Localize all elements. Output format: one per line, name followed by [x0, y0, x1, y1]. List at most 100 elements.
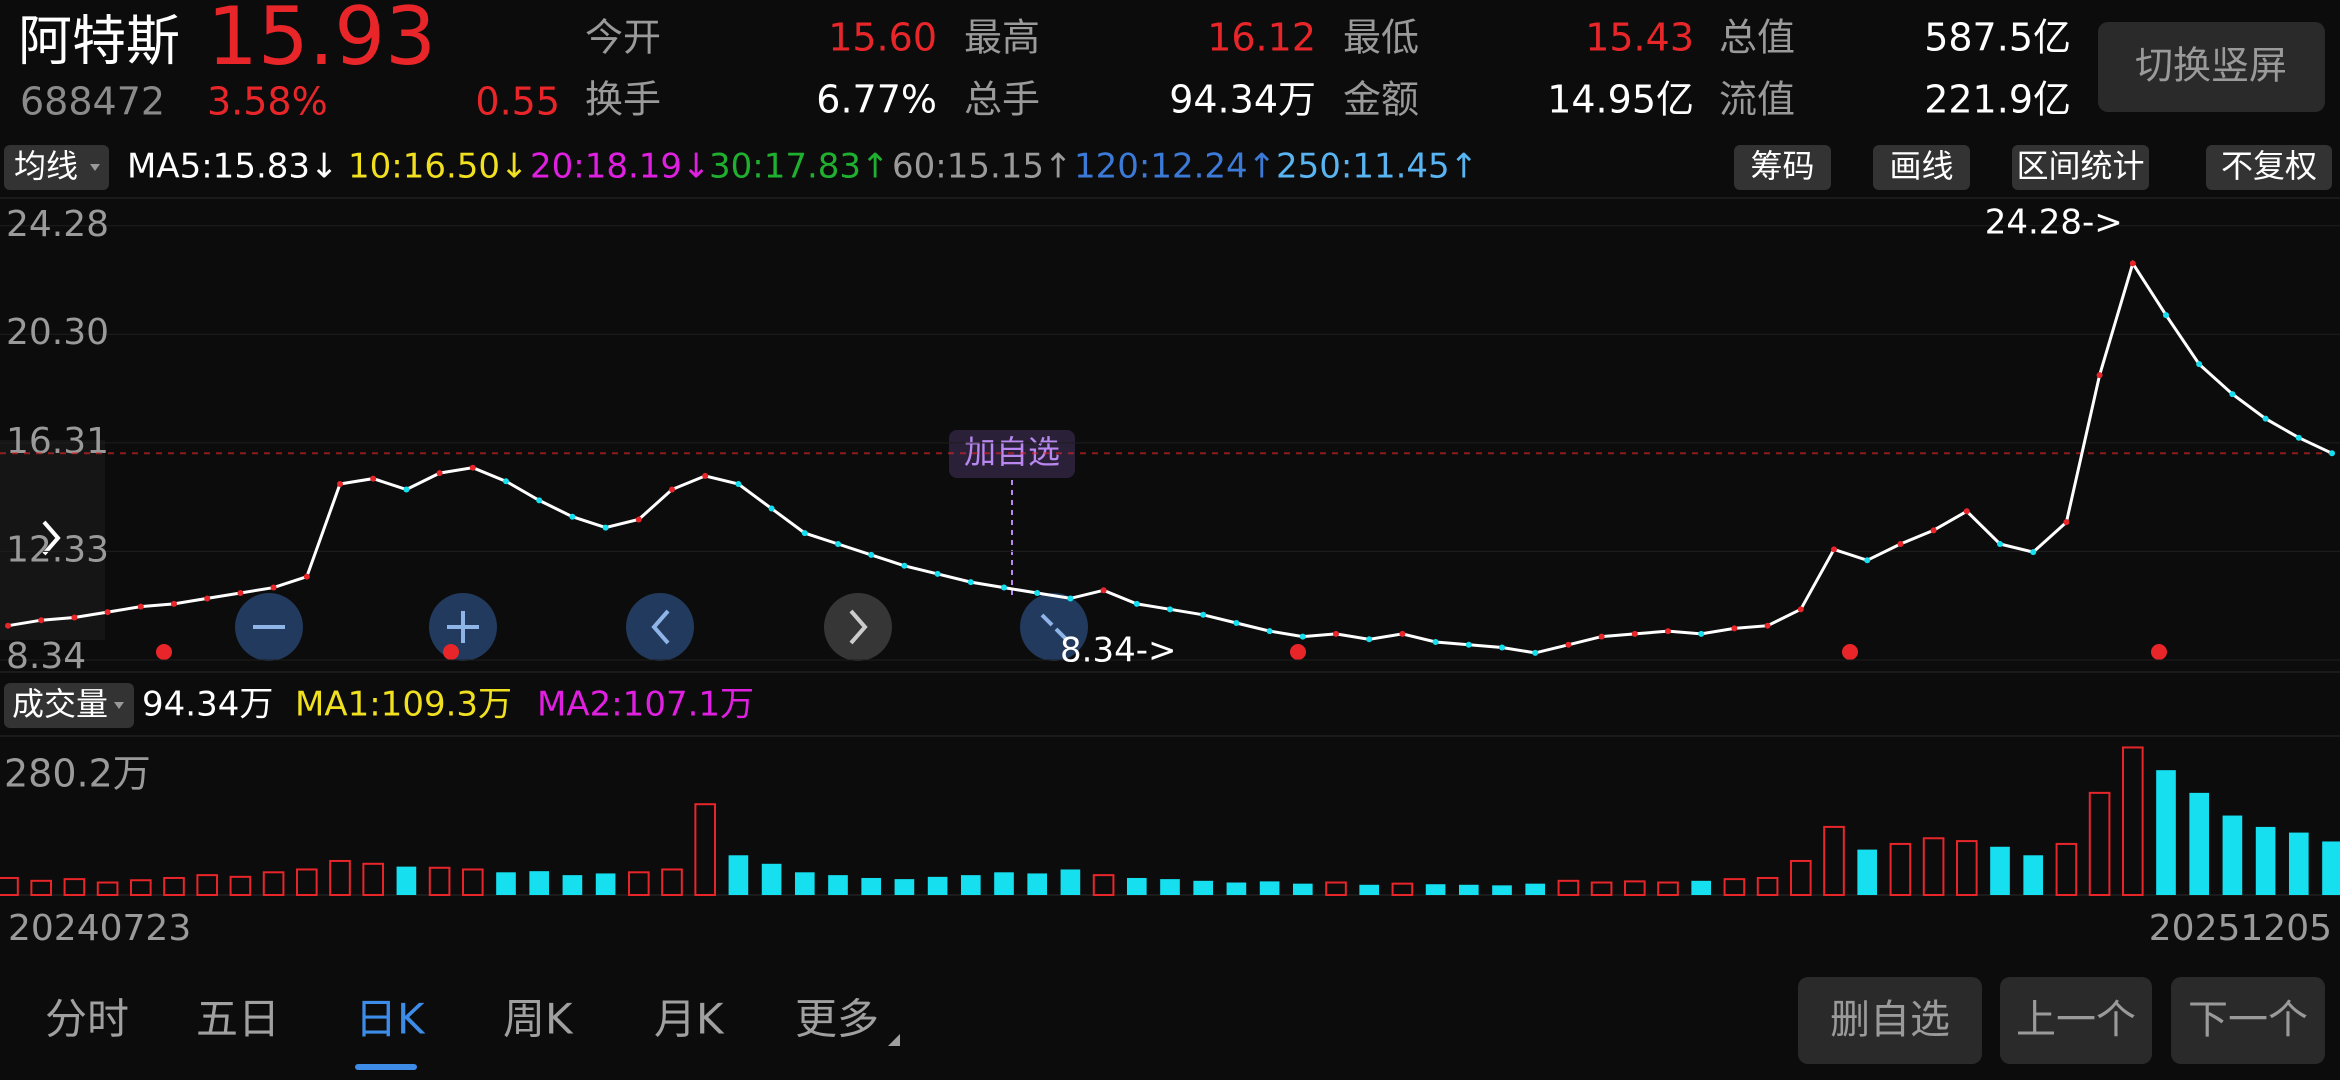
stat-value: 15.60	[828, 16, 937, 60]
tab[interactable]: 月K	[654, 995, 725, 1044]
action-button[interactable]	[2000, 977, 2152, 1064]
close-point	[104, 609, 111, 616]
stat-label: 总手	[964, 78, 1040, 122]
tool-button-label[interactable]: 区间统计	[2016, 147, 2144, 185]
start-date: 20240723	[8, 908, 191, 949]
volume-button[interactable]	[4, 683, 134, 728]
y-tick-label: 16.31	[6, 421, 109, 462]
close-point	[801, 530, 808, 537]
close-point	[2295, 434, 2302, 441]
volume-legend: MA1:109.3万	[295, 685, 512, 725]
event-dot	[2151, 644, 2167, 660]
volume-bar	[496, 872, 516, 895]
fullscreen-button[interactable]	[1020, 593, 1088, 661]
close-point	[436, 470, 443, 477]
volume-bar	[461, 868, 484, 896]
volume-bar	[295, 868, 318, 896]
volume-bar	[1990, 846, 2010, 895]
volume-bar	[1857, 849, 1878, 895]
ma-button[interactable]	[4, 145, 109, 190]
close-point	[337, 481, 343, 488]
close-point	[38, 617, 45, 624]
tab[interactable]: 日K	[355, 995, 426, 1044]
tool-button[interactable]	[1873, 145, 1970, 190]
expand-icon	[1040, 613, 1068, 641]
close-point	[1631, 630, 1638, 637]
volume-bar	[1226, 882, 1247, 895]
end-date: 20251205	[2149, 908, 2332, 949]
volume-bar	[329, 859, 351, 896]
volume-bar	[129, 879, 152, 897]
side-arrow[interactable]	[42, 520, 61, 556]
volume-bar	[1955, 840, 1978, 897]
volume-bar	[1691, 880, 1712, 895]
add-watch-label[interactable]: 加自选	[964, 433, 1060, 471]
close-point	[370, 475, 377, 482]
ma-legend: 10:16.50↓	[348, 147, 529, 187]
prev-button[interactable]	[626, 593, 694, 661]
ma-legend: 250:11.45↑	[1276, 147, 1478, 187]
close-point	[1864, 557, 1871, 564]
close-point	[403, 486, 410, 493]
side-panel	[0, 440, 105, 640]
close-point	[2229, 391, 2236, 398]
volume-bar	[627, 871, 650, 897]
tool-button-label[interactable]: 不复权	[2221, 147, 2317, 185]
volume-bar	[1060, 869, 1081, 895]
close-point	[1997, 540, 2003, 547]
event-dot	[1290, 644, 1306, 660]
toggle-button[interactable]	[2098, 22, 2325, 112]
volume-bar	[1292, 883, 1313, 895]
volume-bar	[2222, 815, 2243, 895]
volume-bar	[1557, 879, 1580, 897]
more-triangle	[888, 1034, 900, 1046]
volume-legend: 94.34万	[142, 685, 273, 725]
volume-bar	[894, 879, 915, 895]
right-icon	[849, 609, 868, 645]
tool-button[interactable]	[1734, 145, 1831, 190]
tool-button-label[interactable]: 画线	[1889, 147, 1953, 185]
volume-bar	[30, 879, 53, 897]
close-point	[1001, 584, 1007, 591]
volume-bar	[828, 875, 848, 895]
toggle-button-label[interactable]: 切换竖屏	[2135, 44, 2287, 88]
close-point	[868, 551, 875, 558]
tab[interactable]: 五日	[196, 995, 280, 1044]
tool-button[interactable]	[2206, 145, 2332, 190]
tool-button[interactable]	[2012, 145, 2149, 190]
close-point	[1665, 628, 1671, 635]
tab[interactable]: 周K	[503, 995, 574, 1044]
volume-bar	[2055, 842, 2078, 896]
volume-bar	[1126, 877, 1147, 895]
close-point	[1698, 630, 1705, 637]
action-button[interactable]	[1798, 977, 1982, 1064]
close-point	[1167, 606, 1173, 613]
action-button-label[interactable]: 上一个	[2016, 997, 2136, 1043]
volume-bar	[0, 876, 19, 896]
tool-button-label[interactable]: 筹码	[1750, 147, 1814, 185]
volume-button-label[interactable]: 成交量	[12, 685, 108, 723]
volume-bar	[661, 868, 683, 896]
volume-bar	[2023, 855, 2044, 895]
ma-button-label[interactable]: 均线	[14, 147, 78, 185]
tab[interactable]: 更多	[795, 995, 879, 1044]
action-button-label[interactable]: 下一个	[2188, 997, 2308, 1043]
next-button[interactable]	[824, 593, 892, 661]
close-point	[1299, 633, 1306, 640]
close-point	[1133, 600, 1140, 607]
close-point	[2329, 450, 2335, 457]
ma-legend: 30:17.83↑	[709, 147, 890, 187]
close-point	[237, 590, 244, 596]
stat-value: 94.34万	[1169, 78, 1316, 122]
close-point	[2063, 519, 2070, 526]
stat-value: 15.43	[1585, 16, 1694, 60]
close-point	[835, 540, 841, 547]
action-button-label[interactable]: 删自选	[1830, 997, 1950, 1043]
close-point	[1034, 590, 1041, 596]
volume-bar	[1359, 884, 1380, 895]
action-button[interactable]	[2171, 977, 2325, 1064]
close-point	[768, 505, 775, 512]
volume-bar	[1027, 873, 1048, 895]
tab[interactable]: 分时	[45, 995, 129, 1044]
